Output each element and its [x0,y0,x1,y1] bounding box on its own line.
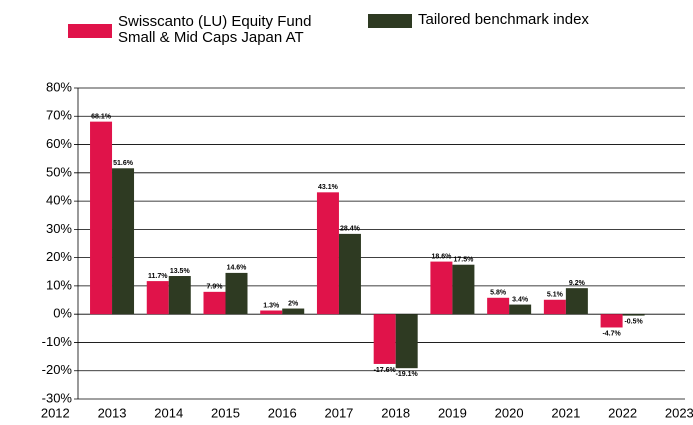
bar [395,314,418,369]
value-label: 7.9% [207,284,224,291]
legend-label: Tailored benchmark index [418,11,589,28]
x-tick-label: 2022 [608,405,637,420]
y-tick-label: 80% [46,79,72,94]
bar [168,276,191,315]
value-label: 3.4% [512,296,529,303]
x-tick-label: 2012 [41,405,70,420]
bar [90,121,113,315]
bar [316,192,339,315]
y-tick-label: 20% [46,249,72,264]
bar [430,261,453,315]
y-tick-label: 10% [46,277,72,292]
x-tick-label: 2017 [324,405,353,420]
value-label: 1.3% [263,302,280,309]
value-label: 28.4% [340,226,361,233]
value-label: -4.7% [602,330,621,337]
legend-swatch [68,24,112,38]
x-tick-label: 2013 [98,405,127,420]
bar [260,310,283,315]
legend-swatch [368,14,412,28]
bar [225,272,248,315]
x-tick-label: 2023 [665,405,693,420]
y-tick-label: -30% [42,390,73,405]
x-tick-label: 2021 [551,405,580,420]
y-tick-label: 30% [46,221,72,236]
value-label: 9.2% [569,280,586,287]
x-tick-label: 2016 [268,405,297,420]
value-label: 14.6% [227,265,248,272]
value-label: -0.5% [624,318,643,325]
bar [338,233,361,315]
value-label: 51.6% [113,160,134,167]
value-label: 18.6% [431,253,452,260]
x-tick-label: 2020 [495,405,524,420]
value-label: 13.5% [170,268,191,275]
x-tick-label: 2019 [438,405,467,420]
bar [112,168,135,315]
x-tick-label: 2018 [381,405,410,420]
value-label: 68.1% [91,113,112,120]
bar [565,288,588,315]
value-label: 5.1% [547,292,564,299]
bar [146,281,169,315]
bar [543,299,566,315]
value-label: 2% [288,300,299,307]
legend-item: Tailored benchmark index [368,12,589,28]
value-label: 43.1% [318,184,339,191]
y-tick-label: -20% [42,362,73,377]
bar [203,291,226,315]
value-label: 17.5% [453,257,474,264]
y-tick-label: 40% [46,193,72,208]
y-tick-label: 50% [46,164,72,179]
x-tick-label: 2015 [211,405,240,420]
bar [622,314,645,316]
bar [452,264,475,315]
bar [373,314,396,364]
x-tick-label: 2014 [154,405,183,420]
y-tick-label: 0% [53,306,72,321]
y-tick-label: 60% [46,136,72,151]
y-tick-label: 70% [46,108,72,123]
bar [600,314,623,328]
bar [282,308,305,315]
value-label: 11.7% [148,273,168,280]
legend-label: Swisscanto (LU) Equity Fund Small & Mid … [118,13,312,46]
value-label: 5.8% [490,290,507,297]
bar [509,304,532,315]
bar [487,297,510,315]
value-label: -17.6% [374,367,397,374]
legend-item: Swisscanto (LU) Equity Fund Small & Mid … [68,14,358,46]
value-label: -19.1% [396,371,419,378]
y-tick-label: -10% [42,334,73,349]
